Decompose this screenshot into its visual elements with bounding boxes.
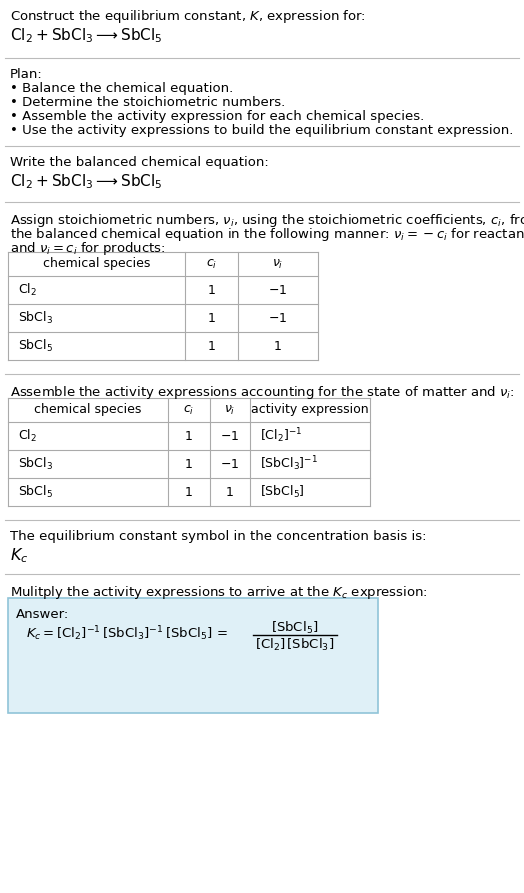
Text: 1: 1 bbox=[185, 457, 193, 471]
Text: chemical species: chemical species bbox=[34, 404, 141, 416]
Text: Write the balanced chemical equation:: Write the balanced chemical equation: bbox=[10, 156, 269, 169]
Text: 1: 1 bbox=[185, 486, 193, 498]
Text: chemical species: chemical species bbox=[43, 257, 150, 271]
Text: 1: 1 bbox=[185, 430, 193, 443]
Text: • Determine the stoichiometric numbers.: • Determine the stoichiometric numbers. bbox=[10, 96, 285, 109]
Text: $\mathrm{SbCl_3}$: $\mathrm{SbCl_3}$ bbox=[18, 310, 53, 326]
Text: $-1$: $-1$ bbox=[268, 283, 288, 296]
Text: The equilibrium constant symbol in the concentration basis is:: The equilibrium constant symbol in the c… bbox=[10, 530, 427, 543]
Text: $K_c = [\mathrm{Cl_2}]^{-1}\,[\mathrm{SbCl_3}]^{-1}\,[\mathrm{SbCl_5}]\, = $: $K_c = [\mathrm{Cl_2}]^{-1}\,[\mathrm{Sb… bbox=[26, 624, 228, 643]
Text: Plan:: Plan: bbox=[10, 68, 43, 81]
Text: $[\mathrm{Cl_2}]^{-1}$: $[\mathrm{Cl_2}]^{-1}$ bbox=[260, 427, 302, 446]
Text: $\mathrm{SbCl_3}$: $\mathrm{SbCl_3}$ bbox=[18, 456, 53, 472]
Text: 1: 1 bbox=[208, 283, 215, 296]
Text: 1: 1 bbox=[226, 486, 234, 498]
Text: $c_i$: $c_i$ bbox=[183, 404, 194, 416]
Text: $[\mathrm{SbCl_3}]^{-1}$: $[\mathrm{SbCl_3}]^{-1}$ bbox=[260, 455, 318, 473]
Text: $-1$: $-1$ bbox=[221, 430, 239, 443]
Text: $\nu_i$: $\nu_i$ bbox=[272, 257, 283, 271]
Text: Construct the equilibrium constant, $K$, expression for:: Construct the equilibrium constant, $K$,… bbox=[10, 8, 366, 25]
Text: $c_i$: $c_i$ bbox=[206, 257, 217, 271]
Text: 1: 1 bbox=[274, 339, 282, 353]
Text: the balanced chemical equation in the following manner: $\nu_i = -c_i$ for react: the balanced chemical equation in the fo… bbox=[10, 226, 524, 243]
Text: • Use the activity expressions to build the equilibrium constant expression.: • Use the activity expressions to build … bbox=[10, 124, 514, 137]
FancyBboxPatch shape bbox=[8, 598, 378, 713]
Text: $[\mathrm{Cl_2}]\,[\mathrm{SbCl_3}]$: $[\mathrm{Cl_2}]\,[\mathrm{SbCl_3}]$ bbox=[255, 637, 335, 653]
Text: and $\nu_i = c_i$ for products:: and $\nu_i = c_i$ for products: bbox=[10, 240, 166, 257]
Text: activity expression: activity expression bbox=[251, 404, 369, 416]
Text: $[\mathrm{SbCl_5}]$: $[\mathrm{SbCl_5}]$ bbox=[271, 620, 319, 636]
Text: • Assemble the activity expression for each chemical species.: • Assemble the activity expression for e… bbox=[10, 110, 424, 123]
Text: 1: 1 bbox=[208, 339, 215, 353]
Text: $[\mathrm{SbCl_5}]$: $[\mathrm{SbCl_5}]$ bbox=[260, 484, 305, 500]
Text: $\mathrm{SbCl_5}$: $\mathrm{SbCl_5}$ bbox=[18, 338, 53, 354]
Text: $\mathrm{SbCl_5}$: $\mathrm{SbCl_5}$ bbox=[18, 484, 53, 500]
Text: 1: 1 bbox=[208, 312, 215, 324]
Text: $\nu_i$: $\nu_i$ bbox=[224, 404, 236, 416]
Text: $\mathrm{Cl_2}$: $\mathrm{Cl_2}$ bbox=[18, 282, 37, 298]
Text: $-1$: $-1$ bbox=[268, 312, 288, 324]
Text: $\mathrm{Cl_2 + SbCl_3 \longrightarrow SbCl_5}$: $\mathrm{Cl_2 + SbCl_3 \longrightarrow S… bbox=[10, 172, 162, 191]
Text: • Balance the chemical equation.: • Balance the chemical equation. bbox=[10, 82, 233, 95]
Text: Mulitply the activity expressions to arrive at the $K_c$ expression:: Mulitply the activity expressions to arr… bbox=[10, 584, 428, 601]
Text: Answer:: Answer: bbox=[16, 608, 69, 621]
Text: $\mathrm{Cl_2}$: $\mathrm{Cl_2}$ bbox=[18, 428, 37, 444]
Text: Assign stoichiometric numbers, $\nu_i$, using the stoichiometric coefficients, $: Assign stoichiometric numbers, $\nu_i$, … bbox=[10, 212, 524, 229]
Text: $-1$: $-1$ bbox=[221, 457, 239, 471]
Text: $K_c$: $K_c$ bbox=[10, 546, 28, 564]
Text: $\mathrm{Cl_2 + SbCl_3 \longrightarrow SbCl_5}$: $\mathrm{Cl_2 + SbCl_3 \longrightarrow S… bbox=[10, 26, 162, 45]
Text: Assemble the activity expressions accounting for the state of matter and $\nu_i$: Assemble the activity expressions accoun… bbox=[10, 384, 515, 401]
